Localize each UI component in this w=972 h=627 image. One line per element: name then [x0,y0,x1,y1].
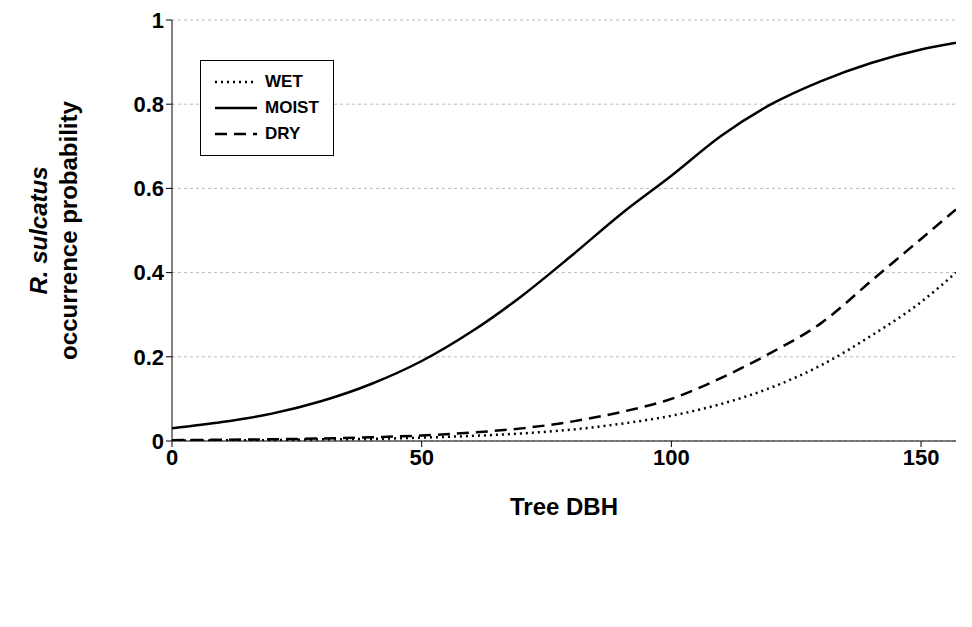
svg-text:0.8: 0.8 [133,92,164,117]
svg-text:0.6: 0.6 [133,176,164,201]
svg-text:occurrence probability: occurrence probability [55,100,82,359]
svg-text:0.2: 0.2 [133,345,164,370]
html-text:DRY: DRY [265,124,301,143]
html-text:WET: WET [265,72,303,91]
svg-text:0.4: 0.4 [133,260,164,285]
svg-text:50: 50 [409,445,433,470]
svg-text:0: 0 [166,445,178,470]
svg-text:R. sulcatus: R. sulcatus [25,166,52,294]
svg-text:0: 0 [152,429,164,454]
svg-text:1: 1 [152,8,164,33]
svg-text:100: 100 [653,445,690,470]
svg-text:150: 150 [903,445,940,470]
svg-text:Tree DBH: Tree DBH [510,493,618,520]
html-text:MOIST: MOIST [265,98,319,117]
